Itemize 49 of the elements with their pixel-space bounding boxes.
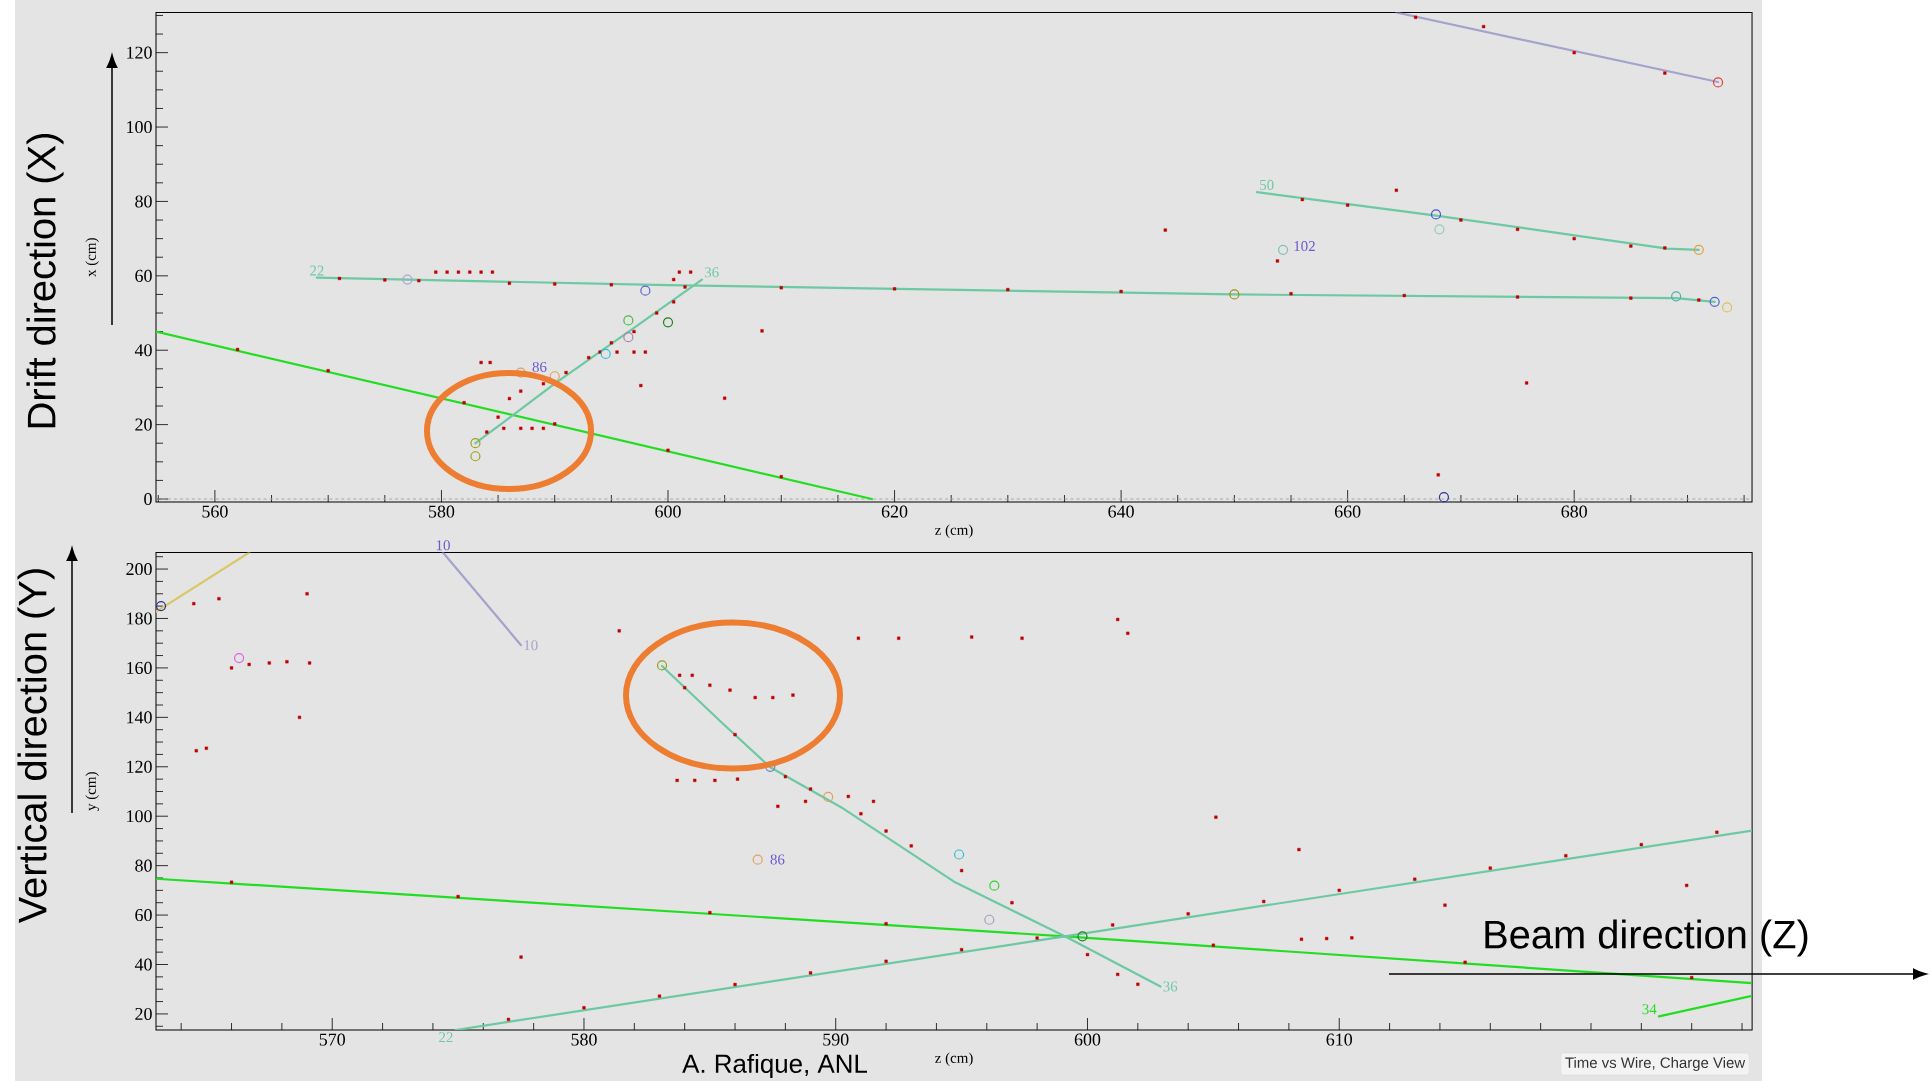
- series-label: 34: [1642, 1004, 1657, 1015]
- text: 10: [436, 540, 450, 551]
- x-tick-label: 680: [1561, 505, 1587, 518]
- x-tick-label: 600: [1074, 1033, 1101, 1046]
- x-tick-label: 570: [319, 1033, 345, 1046]
- x-tick-label: 560: [202, 505, 228, 518]
- text: Vertical direction (Y): [17, 569, 55, 924]
- x-tick-label: 590: [823, 1033, 849, 1046]
- y-axis-title: x (cm): [85, 238, 99, 277]
- x-tick-label: 620: [881, 505, 908, 518]
- x-axis-title: z (cm): [935, 1052, 973, 1067]
- y-tick-label: 40: [134, 958, 152, 971]
- y-tick-label: 120: [127, 760, 152, 773]
- x-tick-label: 580: [429, 505, 455, 518]
- x-axis-title: z (cm): [935, 524, 973, 539]
- y-tick-label: 100: [127, 810, 152, 823]
- y-axis-title: y (cm): [85, 772, 99, 811]
- y-tick-label: 80: [135, 195, 152, 208]
- x-tick-label: 600: [655, 505, 681, 518]
- annotation: 102: [1294, 241, 1315, 252]
- y-tick-label: 60: [135, 909, 152, 922]
- y-tick-label: 100: [127, 121, 152, 134]
- text: A. Rafique, ANL: [682, 1053, 867, 1079]
- y-tick-label: 80: [135, 859, 152, 872]
- series-label: 50: [1260, 179, 1274, 190]
- y-tick-label: 20: [135, 418, 152, 431]
- y-tick-label: 120: [127, 46, 152, 59]
- annotation: Beam direction (Z): [1485, 919, 1808, 957]
- y-tick-label: 40: [134, 344, 152, 357]
- annotation: 86: [532, 361, 547, 372]
- x-tick-label: 660: [1334, 505, 1361, 518]
- text: Time vs Wire, Charge View: [1565, 1057, 1746, 1071]
- series-label: 10: [524, 640, 538, 651]
- x-tick-label: 640: [1108, 505, 1134, 518]
- series-label: 36: [704, 267, 719, 278]
- y-tick-label: 60: [135, 269, 152, 282]
- text: Drift direction (X): [26, 134, 64, 428]
- y-tick-label: 140: [127, 711, 152, 724]
- x-tick-label: 610: [1326, 1033, 1352, 1046]
- series-label: 22: [439, 1032, 453, 1043]
- y-tick-label: 160: [127, 661, 152, 674]
- y-tick-label: 200: [126, 563, 152, 576]
- series-label: 22: [310, 265, 324, 276]
- annotation: 86: [770, 854, 785, 865]
- series-label: 36: [1163, 981, 1178, 992]
- y-tick-label: 20: [135, 1007, 152, 1020]
- x-tick-label: 580: [571, 1033, 597, 1046]
- y-tick-label: 0: [144, 492, 152, 506]
- y-tick-label: 180: [127, 612, 152, 625]
